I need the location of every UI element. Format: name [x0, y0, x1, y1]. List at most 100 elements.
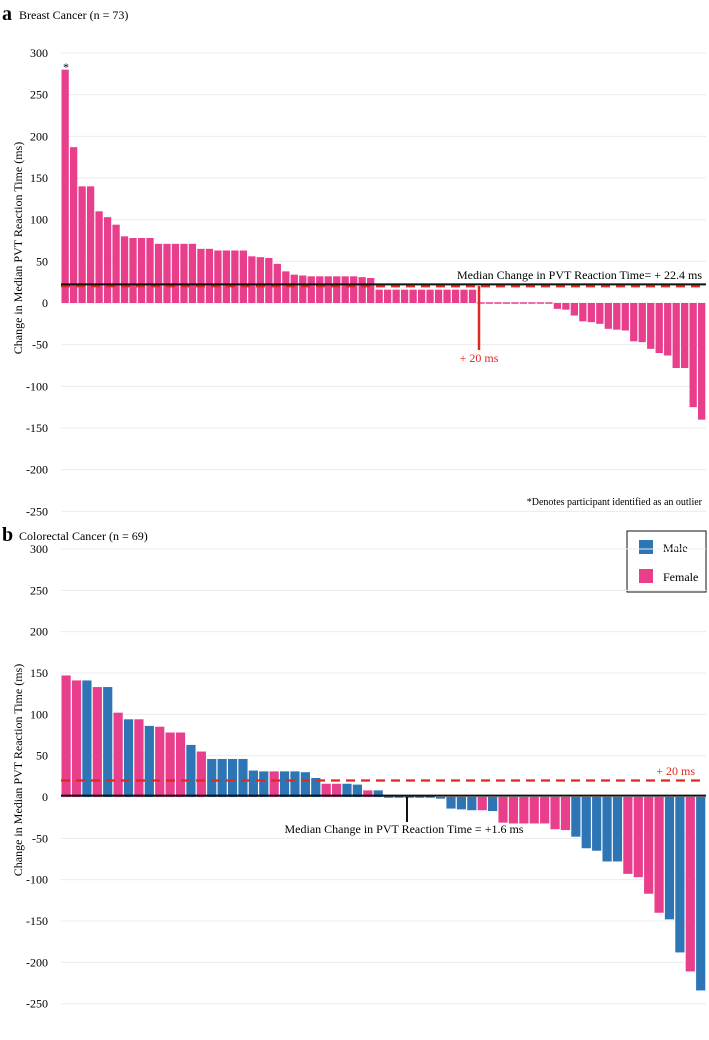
panel-a-bar [502, 302, 511, 304]
panel-a-threshold-label: + 20 ms [460, 351, 499, 365]
panel-b-bar [279, 771, 290, 797]
panel-b-ytick-label: -200 [26, 955, 48, 969]
panel-b-bar [290, 771, 300, 797]
panel-b-ylabel: Change in Median PVT Reaction Time (ms) [11, 664, 25, 876]
panel-b-bar [592, 797, 602, 851]
panel-b-bar [238, 758, 248, 797]
panel-a-bar [494, 302, 502, 304]
panel-b-ytick-label: 300 [30, 542, 48, 556]
panel-a-bar [299, 275, 307, 303]
panel-b-bar [696, 797, 706, 991]
panel-a-bar [367, 278, 375, 303]
panel-b-ytick-label: -250 [26, 997, 48, 1011]
panel-b-bar [394, 796, 404, 798]
panel-b-bar [352, 784, 362, 797]
panel-a-ytick-label: 50 [36, 254, 48, 268]
panel-a-ytick-label: 250 [30, 88, 48, 102]
panel-a-bar [384, 289, 392, 303]
panel-b-bar [248, 770, 258, 797]
panel-a-bar [350, 276, 358, 303]
panel-b-bar [404, 796, 415, 798]
panel-a-bar [256, 257, 264, 303]
panel-a-bar [316, 276, 324, 303]
panel-a-bar [417, 289, 426, 303]
panel-b-bar [456, 797, 467, 810]
panel-b-bar [196, 751, 206, 797]
panel-a-bar [239, 250, 248, 303]
panel-a-bar [604, 303, 612, 329]
panel-b-bar [560, 797, 571, 831]
panel-a-bar [180, 243, 188, 303]
panel-b-bar [217, 758, 227, 797]
panel-b-ytick-label: -50 [32, 831, 48, 845]
panel-a-bar [69, 147, 78, 303]
panel-a-bar [120, 236, 129, 303]
panel-a-bar [341, 276, 349, 303]
panel-b-median-label: Median Change in PVT Reaction Time = +1.… [285, 822, 524, 836]
panel-a-bar [163, 243, 171, 303]
panel-a-bar [655, 303, 663, 353]
panel-a-bar [664, 303, 672, 356]
panel-b-bar [134, 719, 144, 797]
panel-a-bar [392, 289, 400, 303]
panel-b-bar [92, 687, 102, 797]
panel-b-bar [373, 790, 383, 797]
panel-a-bar [205, 248, 214, 303]
legend-label-male: Male [663, 541, 688, 555]
panel-a-ytick-label: 300 [30, 46, 48, 60]
panel-a-bar [528, 302, 536, 304]
panel-a-bar [621, 303, 629, 331]
panel-a-bar [78, 186, 86, 303]
panel-a-bar [638, 303, 646, 343]
panel-b-bar [602, 797, 612, 862]
panel-a-ylabel: Change in Median PVT Reaction Time (ms) [11, 142, 25, 354]
panel-a-bar [103, 217, 112, 303]
panel-b-bar [425, 796, 435, 798]
panel-a-bar [434, 289, 443, 303]
panel-b-bar [144, 725, 154, 797]
panel-a-bar [129, 238, 137, 303]
panel-a-bar [154, 243, 163, 303]
panel-a-ytick-label: 0 [42, 296, 48, 310]
panel-a-footnote: *Denotes participant identified as an ou… [527, 497, 703, 508]
panel-b-plot: 300 250 200 150 100 50 0 -50 -100 -150 -200 -250 [26, 542, 706, 1011]
panel-a-bar [485, 302, 494, 304]
panel-b-bar [540, 797, 550, 824]
panel-b-bar [612, 797, 623, 862]
panel-a-bar [613, 303, 621, 330]
panel-a-title: Breast Cancer (n = 73) [19, 8, 128, 22]
panel-a-bar [562, 303, 570, 310]
panel-b-bar [61, 675, 71, 797]
panel-b-bar [581, 797, 591, 849]
panel-a-bar [146, 238, 154, 303]
panel-a-bar [681, 303, 689, 368]
panel-a-plot: 300 250 200 150 100 50 0 -50 -100 -150 -200 -250 [26, 46, 706, 518]
panel-b-bar [633, 797, 643, 878]
panel-a-bar [112, 224, 120, 303]
panel-b-bar [446, 797, 456, 809]
panel-b-title: Colorectal Cancer (n = 69) [19, 529, 148, 543]
panel-b-bar [508, 797, 519, 824]
panel-a-bar [570, 303, 578, 316]
panel-b-bar [311, 777, 321, 797]
panel-a-bar [265, 258, 273, 303]
panel-a-bar [61, 69, 69, 304]
panel-a-bar [511, 302, 519, 304]
panel-b-bar [384, 796, 394, 798]
panel-a-bar [409, 289, 417, 303]
panel-a-ytick-label: 100 [30, 213, 48, 227]
panel-b-bar [123, 719, 134, 797]
panel-a-bar [333, 276, 341, 303]
panel-a-ytick-label: -100 [26, 379, 48, 393]
panel-b-bar [363, 790, 373, 797]
panel-b-bar [227, 758, 238, 797]
panel-b-bar [342, 783, 352, 797]
panel-a-letter: a [2, 3, 12, 25]
panel-b-ytick-label: 250 [30, 583, 48, 597]
panel-a-bar [358, 277, 366, 303]
panel-b-ytick-label: 150 [30, 666, 48, 680]
panel-b-bar [623, 797, 633, 874]
panel-b-bar [113, 712, 123, 797]
panel-b-bar [415, 796, 425, 798]
